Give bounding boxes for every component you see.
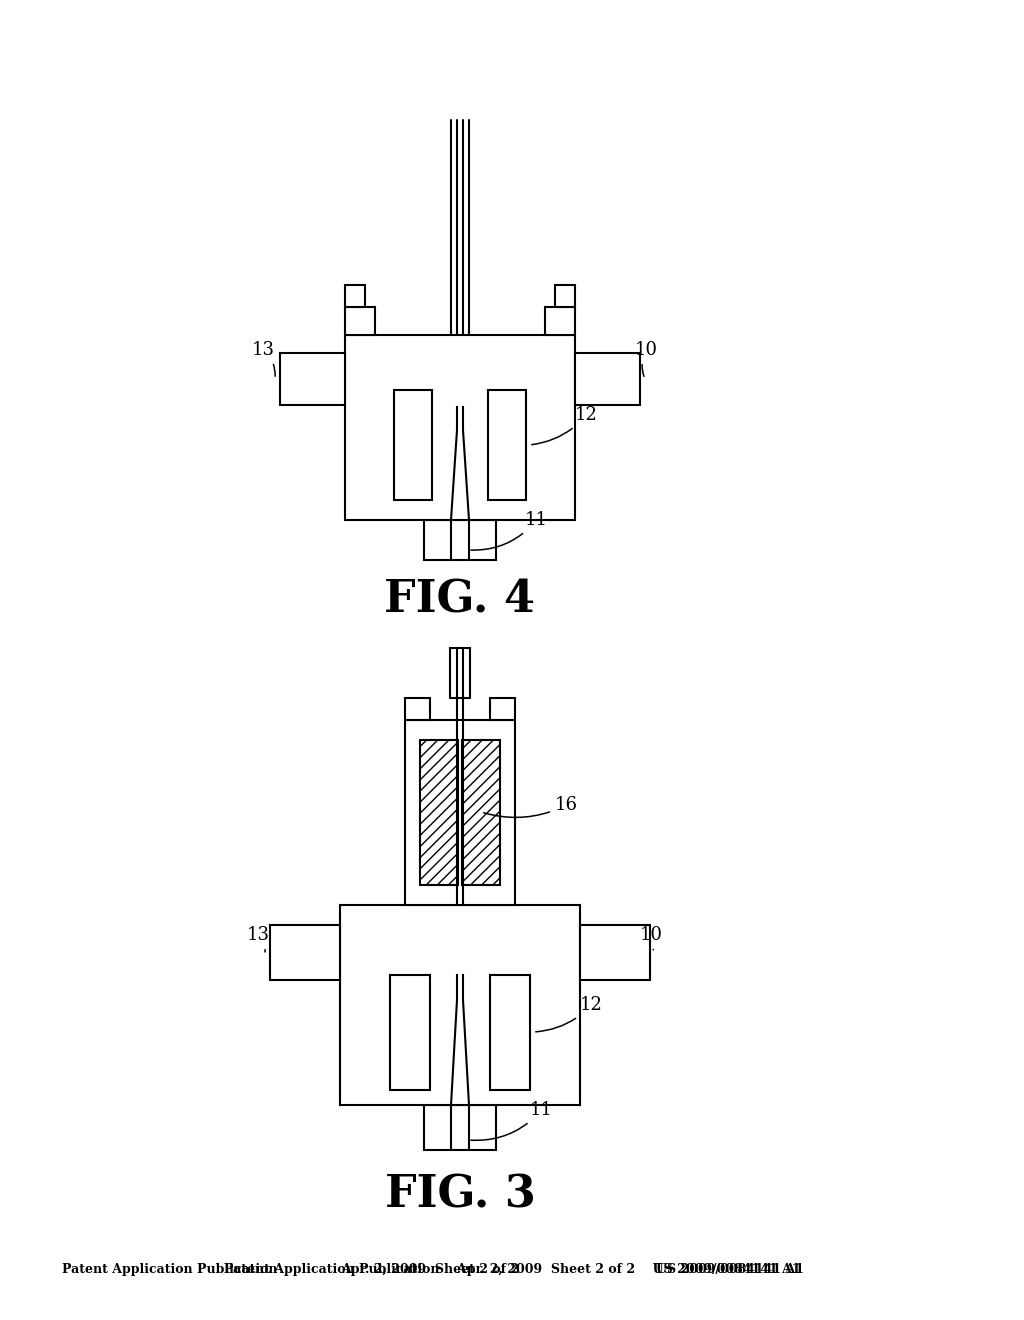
Bar (555, 285, 575, 308)
Text: US 2009/0084141 A1: US 2009/0084141 A1 (656, 1263, 804, 1276)
Bar (490, 975, 530, 1090)
Bar (406, 698, 430, 719)
Text: 10: 10 (640, 927, 663, 949)
Text: 11: 11 (471, 1101, 553, 1140)
Bar (280, 352, 345, 405)
Bar (394, 389, 432, 500)
Bar (345, 308, 375, 335)
Bar (462, 741, 500, 884)
Bar (270, 925, 340, 979)
Text: Patent Application Publication: Patent Application Publication (62, 1263, 278, 1276)
Bar (424, 1105, 496, 1150)
Bar (450, 648, 470, 698)
Bar (345, 335, 575, 520)
Text: Patent Application Publication    Apr. 2, 2009  Sheet 2 of 2    US 2009/0084141 : Patent Application Publication Apr. 2, 2… (223, 1263, 801, 1276)
Bar (424, 520, 496, 560)
Text: 13: 13 (247, 927, 270, 952)
Bar (420, 741, 458, 884)
Bar (340, 906, 580, 1105)
Bar (490, 698, 515, 719)
Text: 16: 16 (483, 796, 578, 817)
Text: 13: 13 (252, 341, 275, 376)
Bar (575, 352, 640, 405)
Bar (545, 308, 575, 335)
Text: 12: 12 (531, 407, 598, 445)
Bar (488, 389, 526, 500)
Text: 10: 10 (635, 341, 658, 376)
Text: FIG. 4: FIG. 4 (384, 578, 536, 622)
Bar (580, 925, 650, 979)
Text: 12: 12 (536, 997, 603, 1032)
Text: Apr. 2, 2009  Sheet 2 of 2: Apr. 2, 2009 Sheet 2 of 2 (341, 1263, 519, 1276)
Bar (390, 975, 430, 1090)
Bar (406, 719, 515, 906)
Text: FIG. 3: FIG. 3 (385, 1173, 536, 1217)
Text: 11: 11 (471, 511, 548, 550)
Bar (345, 285, 365, 308)
